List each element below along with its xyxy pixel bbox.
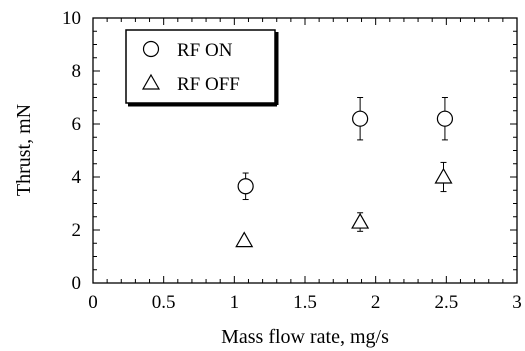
- x-tick-label: 2: [371, 292, 381, 313]
- y-axis-title: Thrust, mN: [13, 104, 35, 196]
- data-marks: [235, 97, 454, 248]
- point-rf-off: [351, 212, 370, 229]
- y-tick-label: 2: [72, 220, 82, 241]
- legend-label-rf-on: RF ON: [177, 40, 233, 61]
- legend-frame: [125, 29, 276, 104]
- y-tick-label: 6: [72, 114, 82, 135]
- x-tick-label: 0: [88, 292, 98, 313]
- y-tick-label: 0: [72, 273, 82, 294]
- axis-ticks: [92, 17, 518, 284]
- x-tick-label: 1: [230, 292, 240, 313]
- x-axis-title: Mass flow rate, mg/s: [221, 326, 389, 348]
- x-tick-label: 1.5: [293, 292, 317, 313]
- x-tick-label: 0.5: [152, 292, 176, 313]
- x-tick-labels: 0 0.5 1 1.5 2 2.5 3: [88, 292, 522, 313]
- y-tick-label: 10: [62, 8, 81, 29]
- y-tick-label: 8: [72, 61, 82, 82]
- x-tick-label: 3: [512, 292, 522, 313]
- point-rf-on: [352, 110, 369, 127]
- x-tick-label: 2.5: [434, 292, 458, 313]
- y-tick-label: 4: [72, 167, 82, 188]
- legend-label-rf-off: RF OFF: [177, 74, 240, 95]
- legend-triangle-marker: [141, 73, 161, 90]
- point-rf-off: [235, 231, 254, 248]
- point-rf-on: [237, 178, 254, 195]
- point-rf-off: [434, 167, 453, 184]
- point-rf-on: [436, 110, 454, 127]
- legend-circle-marker: [142, 40, 160, 58]
- legend: RF ON RF OFF: [125, 29, 279, 107]
- y-tick-labels: 0 2 4 6 8 10: [62, 8, 82, 294]
